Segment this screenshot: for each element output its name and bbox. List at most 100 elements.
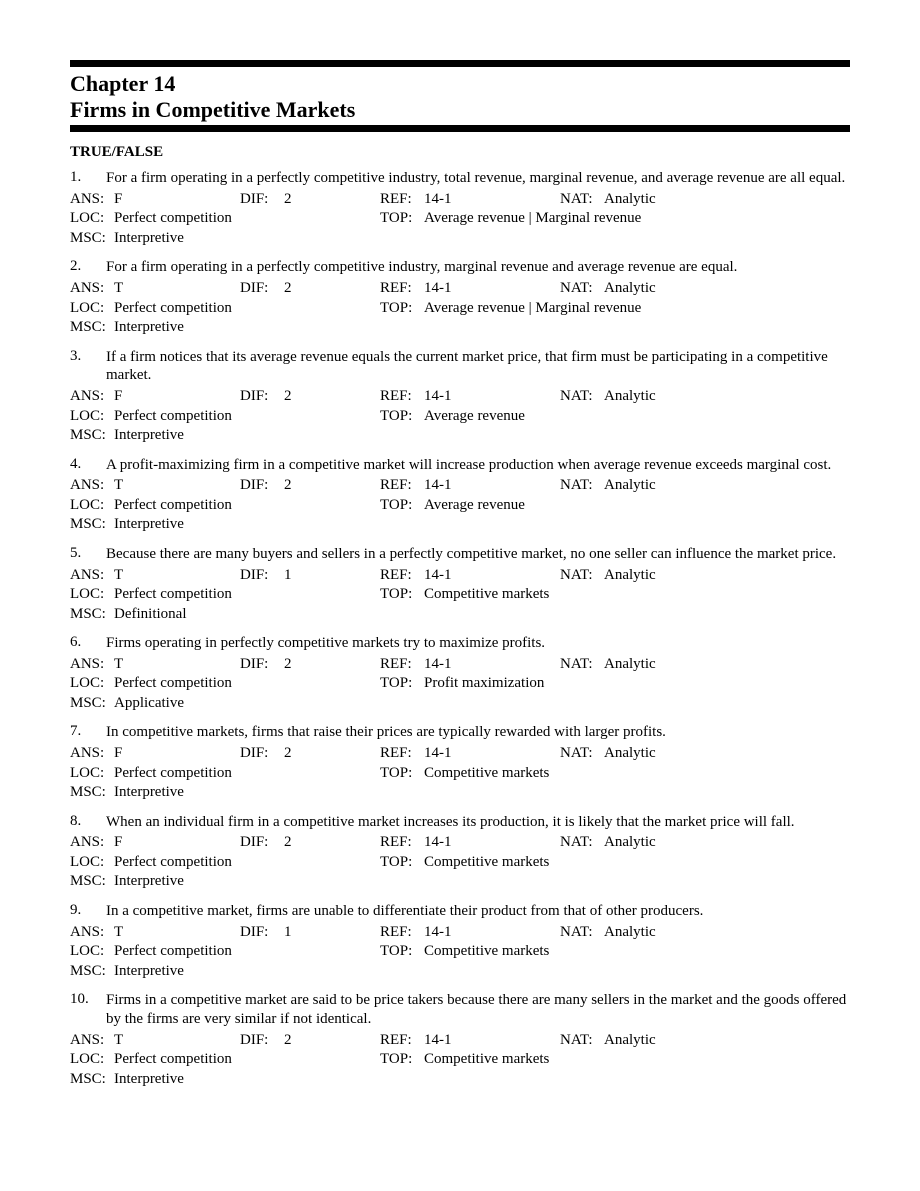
dif-value: 2 <box>284 1031 292 1051</box>
top-value: Competitive markets <box>424 1050 549 1070</box>
loc-value: Perfect competition <box>114 1050 232 1070</box>
msc-value: Interpretive <box>114 229 184 249</box>
question-number: 10. <box>70 991 106 1008</box>
meta-row-2: LOC:Perfect competitionTOP:Average reven… <box>70 407 850 427</box>
nat-label: NAT: <box>560 190 604 210</box>
meta-row-1: ANS:TDIF:2REF:14-1NAT:Analytic <box>70 655 850 675</box>
dif-label: DIF: <box>240 744 284 764</box>
msc-label: MSC: <box>70 318 114 338</box>
loc-label: LOC: <box>70 853 114 873</box>
dif-label: DIF: <box>240 279 284 299</box>
nat-label: NAT: <box>560 566 604 586</box>
question-text: In a competitive market, firms are unabl… <box>106 902 850 921</box>
nat-label: NAT: <box>560 833 604 853</box>
question-block: 8.When an individual firm in a competiti… <box>70 813 850 892</box>
meta-row-1: ANS:FDIF:2REF:14-1NAT:Analytic <box>70 744 850 764</box>
nat-value: Analytic <box>604 476 656 496</box>
question-block: 1.For a firm operating in a perfectly co… <box>70 169 850 248</box>
meta-row-3: MSC:Interpretive <box>70 426 850 446</box>
nat-label: NAT: <box>560 476 604 496</box>
top-value: Average revenue | Marginal revenue <box>424 299 641 319</box>
loc-label: LOC: <box>70 764 114 784</box>
top-value: Competitive markets <box>424 764 549 784</box>
question-number: 7. <box>70 723 106 740</box>
msc-label: MSC: <box>70 229 114 249</box>
loc-value: Perfect competition <box>114 674 232 694</box>
question-row: 6.Firms operating in perfectly competiti… <box>70 634 850 653</box>
nat-value: Analytic <box>604 279 656 299</box>
msc-value: Interpretive <box>114 318 184 338</box>
meta-row-1: ANS:FDIF:2REF:14-1NAT:Analytic <box>70 387 850 407</box>
top-label: TOP: <box>380 942 424 962</box>
ref-value: 14-1 <box>424 1031 452 1051</box>
dif-value: 2 <box>284 744 292 764</box>
nat-value: Analytic <box>604 923 656 943</box>
loc-value: Perfect competition <box>114 942 232 962</box>
dif-value: 2 <box>284 387 292 407</box>
ans-label: ANS: <box>70 923 114 943</box>
ref-label: REF: <box>380 190 424 210</box>
top-label: TOP: <box>380 853 424 873</box>
meta-row-1: ANS:TDIF:1REF:14-1NAT:Analytic <box>70 566 850 586</box>
question-row: 9.In a competitive market, firms are una… <box>70 902 850 921</box>
ans-value: T <box>114 1031 123 1051</box>
ref-value: 14-1 <box>424 476 452 496</box>
loc-label: LOC: <box>70 299 114 319</box>
section-label: TRUE/FALSE <box>70 144 850 161</box>
loc-value: Perfect competition <box>114 764 232 784</box>
question-block: 10.Firms in a competitive market are sai… <box>70 991 850 1089</box>
ref-label: REF: <box>380 279 424 299</box>
question-row: 7.In competitive markets, firms that rai… <box>70 723 850 742</box>
question-text: Firms operating in perfectly competitive… <box>106 634 850 653</box>
nat-value: Analytic <box>604 387 656 407</box>
msc-label: MSC: <box>70 694 114 714</box>
question-number: 8. <box>70 813 106 830</box>
msc-value: Interpretive <box>114 426 184 446</box>
ref-label: REF: <box>380 566 424 586</box>
ref-value: 14-1 <box>424 833 452 853</box>
top-value: Competitive markets <box>424 585 549 605</box>
nat-label: NAT: <box>560 744 604 764</box>
loc-label: LOC: <box>70 585 114 605</box>
top-value: Average revenue <box>424 496 525 516</box>
nat-value: Analytic <box>604 833 656 853</box>
ans-value: F <box>114 387 122 407</box>
nat-label: NAT: <box>560 655 604 675</box>
dif-label: DIF: <box>240 655 284 675</box>
dif-label: DIF: <box>240 387 284 407</box>
question-number: 9. <box>70 902 106 919</box>
meta-row-2: LOC:Perfect competitionTOP:Average reven… <box>70 496 850 516</box>
dif-label: DIF: <box>240 190 284 210</box>
top-value: Average revenue | Marginal revenue <box>424 209 641 229</box>
meta-row-3: MSC:Interpretive <box>70 1070 850 1090</box>
ref-label: REF: <box>380 1031 424 1051</box>
loc-label: LOC: <box>70 209 114 229</box>
dif-value: 2 <box>284 279 292 299</box>
meta-row-2: LOC:Perfect competitionTOP:Average reven… <box>70 209 850 229</box>
meta-row-3: MSC:Interpretive <box>70 318 850 338</box>
top-label: TOP: <box>380 764 424 784</box>
dif-value: 2 <box>284 833 292 853</box>
msc-label: MSC: <box>70 872 114 892</box>
question-row: 5.Because there are many buyers and sell… <box>70 545 850 564</box>
question-text: For a firm operating in a perfectly comp… <box>106 169 850 188</box>
loc-value: Perfect competition <box>114 299 232 319</box>
dif-label: DIF: <box>240 476 284 496</box>
ref-label: REF: <box>380 744 424 764</box>
msc-label: MSC: <box>70 605 114 625</box>
chapter-header: Chapter 14 Firms in Competitive Markets <box>70 71 850 123</box>
ref-label: REF: <box>380 387 424 407</box>
msc-label: MSC: <box>70 1070 114 1090</box>
dif-label: DIF: <box>240 923 284 943</box>
ref-value: 14-1 <box>424 655 452 675</box>
dif-value: 2 <box>284 655 292 675</box>
question-row: 10.Firms in a competitive market are sai… <box>70 991 850 1029</box>
question-text: If a firm notices that its average reven… <box>106 348 850 386</box>
nat-value: Analytic <box>604 1031 656 1051</box>
meta-row-2: LOC:Perfect competitionTOP:Competitive m… <box>70 1050 850 1070</box>
top-rule <box>70 60 850 67</box>
ans-label: ANS: <box>70 655 114 675</box>
ref-value: 14-1 <box>424 387 452 407</box>
ans-label: ANS: <box>70 190 114 210</box>
top-label: TOP: <box>380 299 424 319</box>
